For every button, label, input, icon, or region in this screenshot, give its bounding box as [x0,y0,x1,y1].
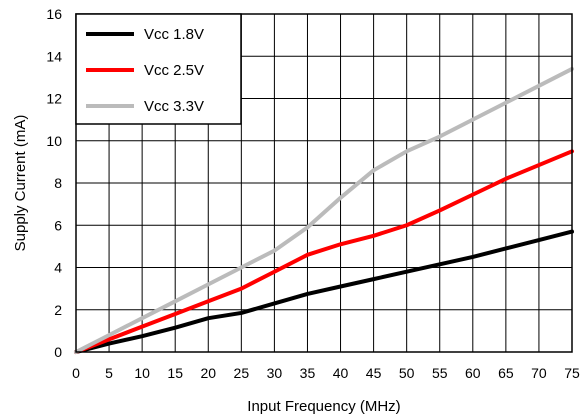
data-point [239,287,243,291]
y-tick-label: 2 [54,302,62,318]
data-point [173,326,177,330]
data-point [272,270,276,274]
data-point [537,84,541,88]
data-point [140,325,144,329]
data-point [372,277,376,281]
data-point [504,246,508,250]
x-tick-label: 50 [399,365,415,381]
y-tick-label: 6 [54,217,62,233]
data-point [239,266,243,269]
data-point [206,299,210,303]
data-point [405,149,409,153]
y-tick-label: 12 [46,91,62,107]
data-point [206,316,210,320]
data-point [305,253,309,257]
x-tick-label: 55 [432,365,448,381]
data-point [438,262,442,266]
x-tick-label: 75 [564,365,580,381]
legend: Vcc 1.8V Vcc 2.5V Vcc 3.3V [75,13,242,125]
x-tick-label: 40 [333,365,349,381]
data-point [140,334,144,338]
x-tick-label: 0 [72,365,80,381]
data-point [438,135,442,139]
data-point [305,225,309,229]
legend-label: Vcc 2.5V [144,62,204,79]
data-point [107,342,111,346]
data-point [173,299,177,303]
x-tick-label: 5 [105,365,113,381]
data-point [339,285,343,289]
data-point [140,316,144,320]
data-point [107,337,111,341]
data-point [405,223,409,227]
x-tick-label: 70 [531,365,547,381]
data-point [438,208,442,212]
y-tick-labels: 0 2 4 6 8 10 12 14 16 [46,6,62,360]
data-point [339,196,343,200]
data-point [471,255,475,259]
data-point [272,301,276,305]
series-lines [74,66,574,354]
x-tick-label: 35 [300,365,316,381]
x-tick-label: 45 [366,365,382,381]
x-tick-label: 60 [465,365,481,381]
x-tick-label: 15 [167,365,183,381]
data-point [305,292,309,296]
y-axis-title: Supply Current (mA) [12,115,29,252]
data-point [471,193,475,197]
data-point [339,242,343,246]
data-point [272,249,276,253]
x-tick-label: 25 [234,365,250,381]
x-tick-label: 65 [498,365,514,381]
plot-frame [75,13,573,353]
data-point [206,282,210,286]
data-point [471,118,475,122]
data-point [173,312,177,316]
data-point [537,163,541,167]
data-point [537,238,541,242]
data-point [405,270,409,274]
y-tick-label: 8 [54,175,62,191]
y-tick-label: 14 [46,48,62,64]
series-line-0 [74,229,574,354]
x-tick-labels: 0 5 10 15 20 25 30 35 40 45 50 55 60 65 70 75 [72,365,580,381]
series-line-2 [74,66,574,354]
y-tick-label: 10 [46,133,62,149]
x-tick-label: 20 [200,365,216,381]
series-line-1 [74,149,574,354]
y-tick-label: 0 [54,344,62,360]
data-point [504,177,508,181]
data-point [372,234,376,238]
data-point [239,311,243,315]
data-point [504,101,508,105]
legend-label: Vcc 1.8V [144,26,204,43]
x-tick-label: 30 [267,365,283,381]
y-tick-label: 4 [54,260,62,276]
data-point [372,168,376,172]
x-axis-title: Input Frequency (MHz) [247,398,400,415]
y-tick-label: 16 [46,6,62,22]
x-tick-label: 10 [134,365,150,381]
data-point [107,333,111,337]
legend-label: Vcc 3.3V [144,98,204,115]
